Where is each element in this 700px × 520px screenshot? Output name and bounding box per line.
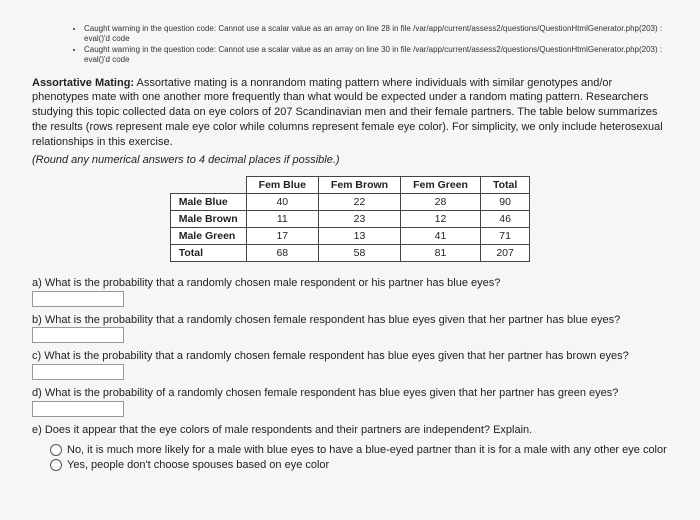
cell: 81 [401,244,481,261]
option-no-text: No, it is much more likely for a male wi… [67,444,667,456]
table-corner [170,176,246,193]
round-note: (Round any numerical answers to 4 decima… [32,154,668,166]
option-no[interactable]: No, it is much more likely for a male wi… [50,444,668,456]
answer-input-c[interactable] [32,364,124,380]
answer-input-b[interactable] [32,327,124,343]
cell: 13 [318,227,400,244]
warning-list: Caught warning in the question code: Can… [32,24,668,66]
table-row: Male Green 17 13 41 71 [170,227,530,244]
table-row: Male Blue 40 22 28 90 [170,193,530,210]
row-header: Male Brown [170,210,246,227]
data-table: Fem Blue Fem Brown Fem Green Total Male … [170,176,531,262]
option-yes[interactable]: Yes, people don't choose spouses based o… [50,459,668,471]
question-a-text: a) What is the probability that a random… [32,277,500,289]
cell: 68 [246,244,318,261]
question-b: b) What is the probability that a random… [32,313,668,344]
row-header: Total [170,244,246,261]
row-header: Male Blue [170,193,246,210]
cell: 207 [480,244,529,261]
row-header: Male Green [170,227,246,244]
cell: 71 [480,227,529,244]
cell: 40 [246,193,318,210]
warning-line: Caught warning in the question code: Can… [84,24,668,45]
cell: 17 [246,227,318,244]
question-c-text: c) What is the probability that a random… [32,350,629,362]
table-row: Total 68 58 81 207 [170,244,530,261]
answer-input-d[interactable] [32,401,124,417]
warning-line: Caught warning in the question code: Can… [84,45,668,66]
question-d: d) What is the probability of a randomly… [32,386,668,417]
cell: 12 [401,210,481,227]
radio-icon[interactable] [50,459,62,471]
question-a: a) What is the probability that a random… [32,276,668,307]
cell: 22 [318,193,400,210]
cell: 28 [401,193,481,210]
cell: 41 [401,227,481,244]
col-header: Fem Green [401,176,481,193]
col-header: Fem Brown [318,176,400,193]
question-e: e) Does it appear that the eye colors of… [32,423,668,438]
cell: 58 [318,244,400,261]
question-b-text: b) What is the probability that a random… [32,314,620,326]
answer-input-a[interactable] [32,291,124,307]
table-row: Male Brown 11 23 12 46 [170,210,530,227]
question-c: c) What is the probability that a random… [32,349,668,380]
radio-icon[interactable] [50,444,62,456]
col-header: Total [480,176,529,193]
cell: 11 [246,210,318,227]
intro-bold: Assortative Mating: [32,77,134,89]
option-yes-text: Yes, people don't choose spouses based o… [67,459,329,471]
intro-paragraph: Assortative Mating: Assortative mating i… [32,76,668,150]
col-header: Fem Blue [246,176,318,193]
question-d-text: d) What is the probability of a randomly… [32,387,618,399]
cell: 46 [480,210,529,227]
option-list: No, it is much more likely for a male wi… [50,444,668,471]
cell: 90 [480,193,529,210]
cell: 23 [318,210,400,227]
